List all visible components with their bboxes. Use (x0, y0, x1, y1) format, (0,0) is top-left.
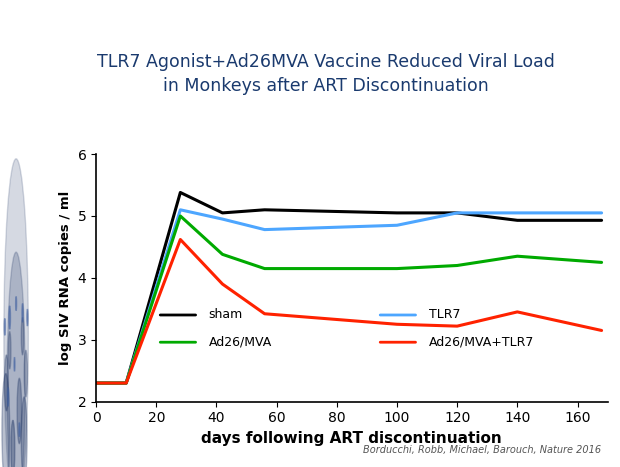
Text: MHRP: MHRP (10, 106, 22, 147)
Circle shape (22, 304, 23, 322)
Circle shape (11, 420, 15, 467)
X-axis label: days following ART discontinuation: days following ART discontinuation (202, 431, 502, 446)
Circle shape (4, 318, 6, 335)
Circle shape (14, 357, 15, 371)
Circle shape (19, 423, 20, 437)
Circle shape (2, 374, 10, 467)
Circle shape (16, 297, 17, 311)
Text: TLR7 Agonist+Ad26MVA Vaccine Reduced Viral Load
in Monkeys after ART Discontinua: TLR7 Agonist+Ad26MVA Vaccine Reduced Vir… (97, 53, 555, 95)
Text: sham: sham (208, 309, 243, 321)
Text: Borducchi, Robb, Michael, Barouch, Nature 2016: Borducchi, Robb, Michael, Barouch, Natur… (363, 446, 601, 455)
Circle shape (21, 397, 27, 467)
Text: TLR7: TLR7 (428, 309, 460, 321)
Text: Ad26/MVA: Ad26/MVA (208, 336, 272, 349)
Circle shape (7, 388, 9, 406)
Circle shape (9, 332, 11, 369)
Circle shape (21, 318, 24, 355)
Circle shape (27, 309, 28, 326)
Circle shape (4, 355, 9, 411)
Circle shape (9, 306, 11, 329)
Circle shape (4, 159, 29, 467)
Y-axis label: log SIV RNA copies / ml: log SIV RNA copies / ml (59, 191, 72, 365)
Circle shape (17, 378, 22, 444)
Circle shape (24, 350, 27, 397)
Text: Ad26/MVA+TLR7: Ad26/MVA+TLR7 (428, 336, 534, 349)
Circle shape (7, 252, 25, 467)
